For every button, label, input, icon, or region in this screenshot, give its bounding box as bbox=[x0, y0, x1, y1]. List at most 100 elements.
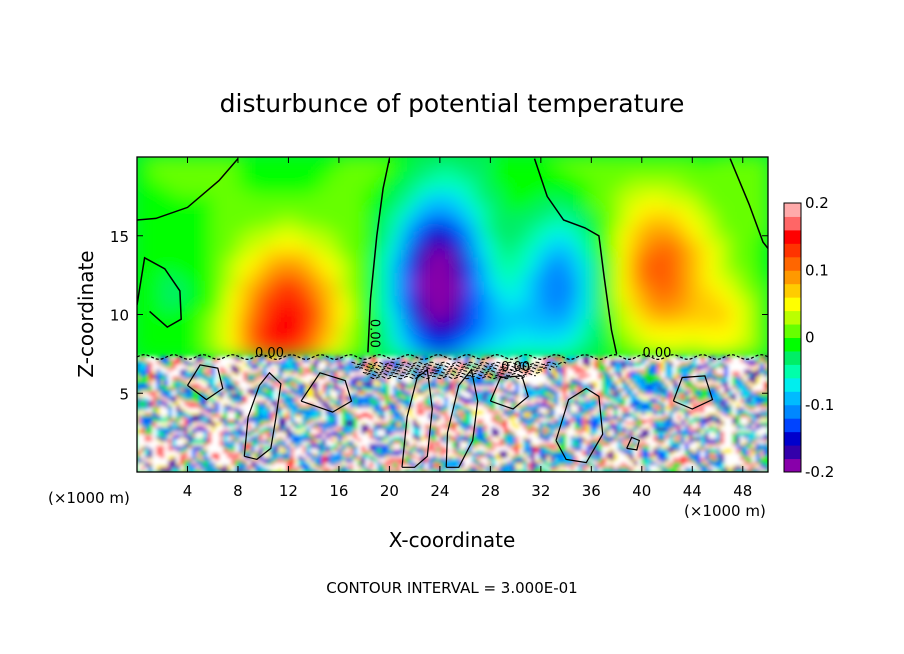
turbulence-cell bbox=[195, 454, 201, 459]
field-cell bbox=[287, 256, 302, 266]
turbulence-cell bbox=[219, 375, 225, 379]
field-cell bbox=[515, 333, 529, 343]
turbulence-cell bbox=[239, 363, 244, 368]
field-cell bbox=[477, 302, 491, 312]
turbulence-cell bbox=[420, 404, 426, 408]
turbulence-cell bbox=[191, 435, 197, 439]
turbulence-cell bbox=[266, 435, 272, 439]
field-cell bbox=[199, 210, 214, 220]
turbulence-cell bbox=[243, 363, 248, 368]
field-cell bbox=[325, 179, 340, 189]
field-cell bbox=[641, 318, 655, 327]
field-cell bbox=[351, 325, 365, 335]
turbulence-cell bbox=[239, 382, 244, 387]
field-cell bbox=[679, 333, 693, 343]
turbulence-cell bbox=[286, 399, 292, 403]
field-cell bbox=[388, 302, 403, 312]
turbulence-cell bbox=[290, 380, 296, 384]
turbulence-cell bbox=[262, 411, 268, 415]
turbulence-cell bbox=[144, 366, 150, 370]
turbulence-cell bbox=[329, 414, 335, 418]
field-cell bbox=[717, 218, 731, 227]
field-cell bbox=[477, 310, 491, 320]
turbulence-cell bbox=[420, 462, 426, 466]
field-cell bbox=[325, 302, 340, 312]
turbulence-cell bbox=[392, 411, 398, 415]
turbulence-cell bbox=[290, 390, 296, 394]
turbulence-cell bbox=[310, 356, 315, 360]
field-cell bbox=[275, 225, 289, 235]
turbulence-cell bbox=[187, 366, 193, 370]
field-cell bbox=[351, 271, 365, 281]
turbulence-cell bbox=[231, 438, 236, 442]
turbulence-cell bbox=[274, 440, 280, 444]
turbulence-cell bbox=[337, 387, 343, 391]
turbulence-cell bbox=[227, 454, 233, 459]
field-cell bbox=[376, 318, 390, 327]
turbulence-cell bbox=[290, 428, 296, 432]
field-cell bbox=[704, 187, 719, 196]
turbulence-cell bbox=[195, 440, 201, 444]
turbulence-cell bbox=[306, 404, 311, 408]
turbulence-cell bbox=[199, 409, 205, 413]
field-cell bbox=[351, 310, 365, 320]
turbulence-cell bbox=[377, 457, 382, 461]
field-cell bbox=[477, 171, 491, 181]
turbulence-cell bbox=[294, 454, 300, 459]
turbulence-cell bbox=[148, 380, 154, 384]
turbulence-cell bbox=[274, 392, 280, 396]
turbulence-cell bbox=[286, 435, 292, 439]
turbulence-cell bbox=[203, 466, 209, 471]
field-cell bbox=[224, 310, 239, 320]
turbulence-cell bbox=[274, 394, 280, 399]
field-cell bbox=[590, 248, 605, 258]
turbulence-cell bbox=[381, 394, 386, 399]
turbulence-cell bbox=[341, 411, 347, 415]
turbulence-cell bbox=[270, 454, 276, 459]
turbulence-cell bbox=[187, 375, 193, 379]
turbulence-cell bbox=[432, 466, 438, 471]
field-cell bbox=[174, 233, 188, 243]
turbulence-cell bbox=[278, 421, 284, 425]
field-cell bbox=[313, 325, 327, 335]
turbulence-cell bbox=[353, 435, 359, 439]
turbulence-cell bbox=[349, 430, 355, 435]
field-cell bbox=[338, 341, 353, 350]
turbulence-cell bbox=[231, 459, 236, 463]
field-cell bbox=[679, 302, 693, 312]
turbulence-cell bbox=[310, 464, 315, 468]
turbulence-cell bbox=[321, 428, 327, 432]
turbulence-cell bbox=[195, 368, 201, 372]
turbulence-cell bbox=[341, 385, 347, 389]
turbulence-cell bbox=[361, 426, 367, 430]
turbulence-cell bbox=[239, 430, 244, 435]
field-cell bbox=[540, 210, 554, 220]
turbulence-cell bbox=[424, 426, 430, 430]
field-cell bbox=[212, 233, 226, 243]
turbulence-cell bbox=[286, 392, 292, 396]
turbulence-cell bbox=[227, 418, 233, 423]
turbulence-cell bbox=[361, 450, 367, 454]
turbulence-cell bbox=[396, 418, 402, 423]
field-cell bbox=[212, 325, 226, 335]
turbulence-cell bbox=[144, 423, 150, 427]
turbulence-cell bbox=[247, 433, 252, 437]
turbulence-cell bbox=[329, 387, 335, 391]
turbulence-cell bbox=[396, 409, 402, 413]
turbulence-cell bbox=[302, 402, 307, 406]
turbulence-cell bbox=[385, 406, 390, 411]
field-cell bbox=[313, 248, 327, 258]
turbulence-cell bbox=[262, 378, 268, 382]
turbulence-cell bbox=[223, 426, 229, 430]
turbulence-cell bbox=[353, 409, 359, 413]
turbulence-cell bbox=[164, 404, 169, 408]
turbulence-cell bbox=[152, 373, 158, 377]
turbulence-cell bbox=[329, 366, 335, 370]
turbulence-cell bbox=[250, 394, 256, 399]
turbulence-cell bbox=[191, 380, 197, 384]
field-cell bbox=[717, 279, 731, 289]
turbulence-cell bbox=[337, 414, 343, 418]
field-cell bbox=[742, 187, 756, 196]
field-cell bbox=[666, 164, 681, 173]
turbulence-cell bbox=[404, 404, 410, 408]
